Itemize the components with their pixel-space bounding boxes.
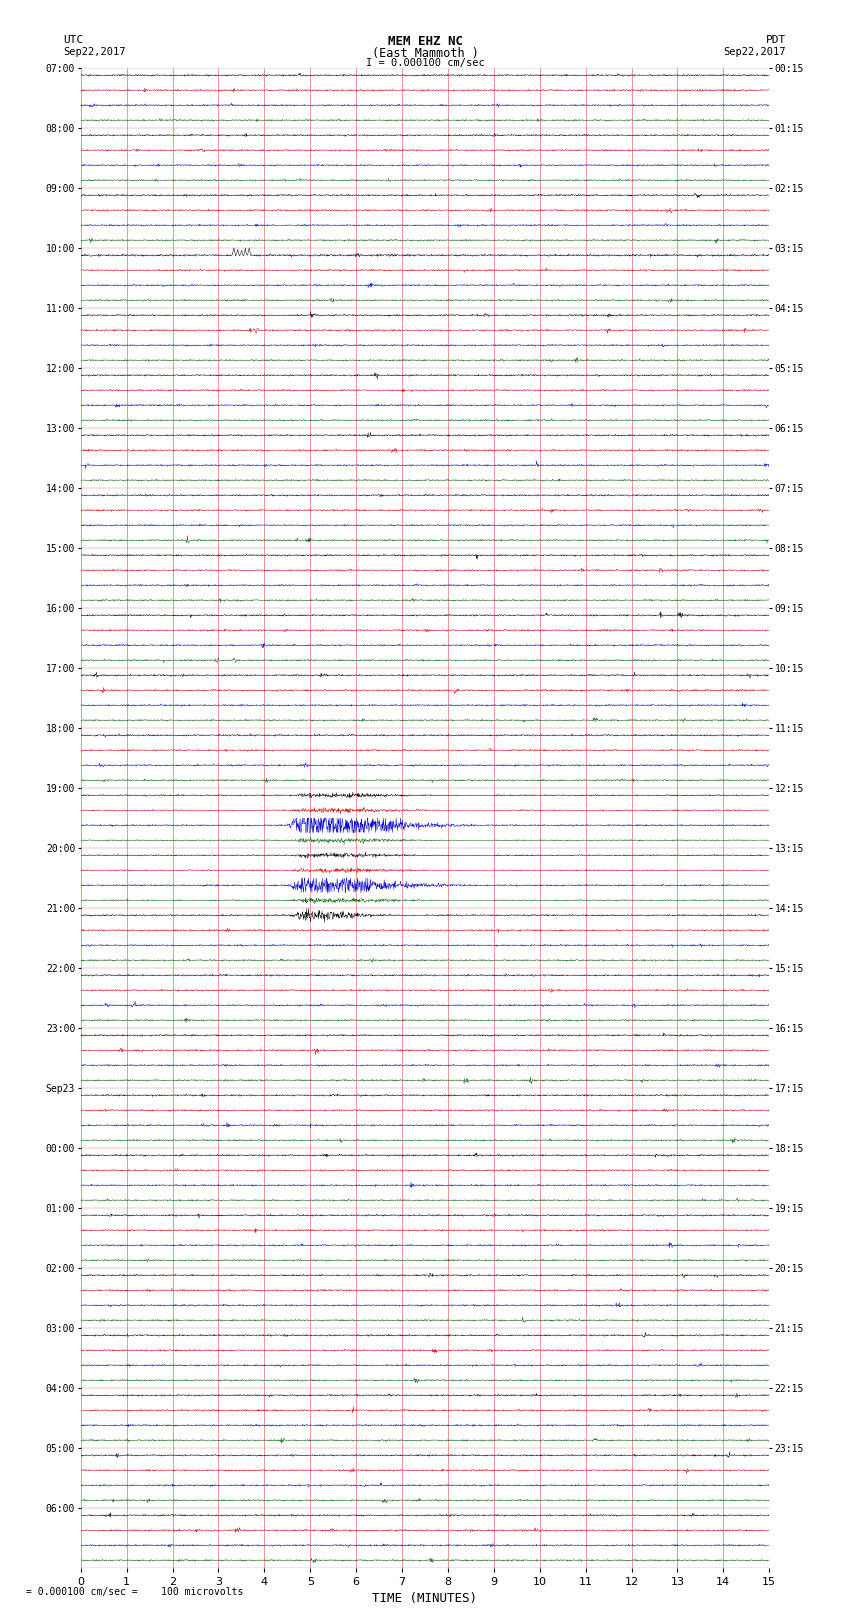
Text: (East Mammoth ): (East Mammoth ) bbox=[371, 47, 479, 60]
Text: = 0.000100 cm/sec =    100 microvolts: = 0.000100 cm/sec = 100 microvolts bbox=[26, 1587, 243, 1597]
Text: Sep22,2017: Sep22,2017 bbox=[64, 47, 127, 56]
Text: MEM EHZ NC: MEM EHZ NC bbox=[388, 35, 462, 48]
X-axis label: TIME (MINUTES): TIME (MINUTES) bbox=[372, 1592, 478, 1605]
Text: I = 0.000100 cm/sec: I = 0.000100 cm/sec bbox=[366, 58, 484, 68]
Text: UTC: UTC bbox=[64, 35, 84, 45]
Text: Sep22,2017: Sep22,2017 bbox=[723, 47, 786, 56]
Text: PDT: PDT bbox=[766, 35, 786, 45]
